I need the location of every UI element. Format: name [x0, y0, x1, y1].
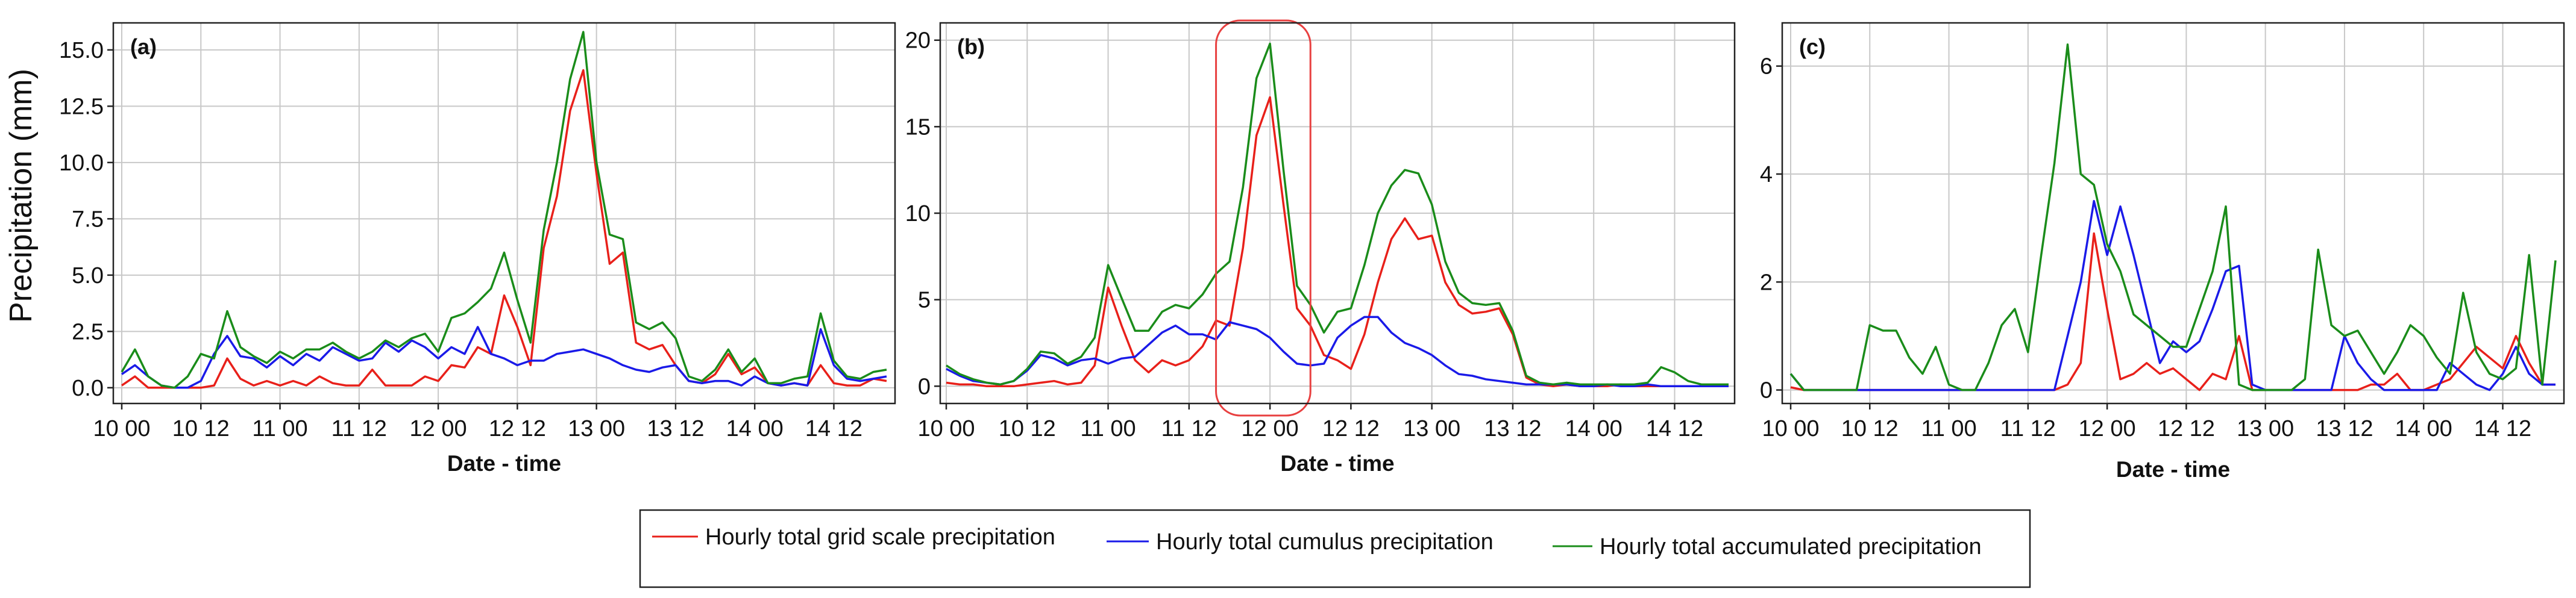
x-tick-label: 11 12 [331, 416, 387, 441]
y-axis-title: Precipitation (mm) [4, 69, 39, 323]
y-tick-label: 15.0 [59, 38, 104, 63]
axes-frame [1781, 22, 2565, 405]
axes-frame [939, 22, 1736, 405]
x-tick-label: 14 12 [805, 416, 862, 441]
x-tick-label: 14 00 [1565, 416, 1623, 441]
y-tick-label: 0 [1760, 378, 1773, 403]
x-tick-label: 13 12 [647, 416, 704, 441]
x-tick-label: 14 00 [726, 416, 784, 441]
x-tick-label: 11 00 [252, 416, 307, 441]
series-line-accumulated [946, 42, 1729, 386]
y-tick-label: 0 [918, 374, 931, 399]
series-line-accumulated [121, 31, 887, 389]
panel-a: 0.0 2.5 5.0 7.5 10.0 12.5 15.0 10 00 10 12 11 00 1… [59, 22, 896, 476]
x-tick-label: 10 00 [93, 416, 150, 441]
x-tick-label: 11 12 [2000, 416, 2056, 441]
y-tick-label: 0.0 [72, 376, 104, 401]
x-tick-label: 10 12 [999, 416, 1056, 441]
x-tick-label: 14 00 [2395, 416, 2452, 441]
x-tick-label: 13 00 [568, 416, 625, 441]
highlight-box [1215, 19, 1312, 417]
y-tick-label: 20 [905, 28, 931, 54]
x-tick-label: 12 00 [1242, 416, 1299, 441]
legend-frame [639, 509, 2031, 588]
x-tick-label: 11 12 [1161, 416, 1217, 441]
y-tick-label: 10.0 [59, 151, 104, 176]
axes-frame [112, 22, 896, 405]
y-tick-label: 6 [1760, 54, 1773, 79]
y-tick-label: 15 [905, 114, 931, 140]
legend-label-accumulated: Hourly total accumulated precipitation [1600, 534, 1982, 559]
y-tick-label: 2 [1760, 270, 1773, 295]
panel-b: 0 5 10 15 20 10 00 10 12 11 00 11 12 12 00 12 12 13… [905, 19, 1736, 476]
series-line-cumulus [946, 316, 1729, 388]
x-tick-label: 12 12 [489, 416, 546, 441]
series-line-grid-scale [1790, 232, 2556, 391]
x-tick-label: 13 00 [2237, 416, 2294, 441]
x-tick-label: 11 00 [1080, 416, 1136, 441]
series-line-grid-scale [946, 96, 1729, 388]
x-tick-label: 14 12 [2474, 416, 2531, 441]
x-tick-label: 13 00 [1403, 416, 1460, 441]
y-tick-label: 5 [918, 288, 931, 313]
x-tick-label: 10 00 [917, 416, 975, 441]
x-tick-label: 13 12 [2316, 416, 2373, 441]
x-tick-label: 12 12 [2158, 416, 2215, 441]
x-tick-label: 12 00 [410, 416, 467, 441]
y-tick-label: 4 [1760, 162, 1773, 187]
x-tick-label: 12 00 [2079, 416, 2136, 441]
panel-label: (b) [957, 34, 985, 59]
y-tick-label: 7.5 [72, 207, 104, 232]
y-tick-label: 5.0 [72, 263, 104, 288]
series-line-cumulus [121, 326, 887, 389]
x-tick-label: 12 12 [1322, 416, 1380, 441]
panel-label: (a) [130, 34, 157, 59]
x-tick-label: 10 00 [1762, 416, 1819, 441]
x-axis-title: Date - time [1280, 451, 1394, 476]
panel-label: (c) [1799, 34, 1826, 59]
legend: Hourly total grid scale precipitation Ho… [639, 509, 2031, 588]
x-tick-label: 10 12 [1841, 416, 1899, 441]
legend-label-grid-scale: Hourly total grid scale precipitation [705, 525, 1055, 550]
x-axis-title: Date - time [2116, 457, 2230, 482]
x-tick-label: 10 12 [172, 416, 230, 441]
x-tick-label: 11 00 [1921, 416, 1976, 441]
legend-label-cumulus: Hourly total cumulus precipitation [1156, 529, 1494, 555]
y-tick-label: 2.5 [72, 319, 104, 344]
x-axis-title: Date - time [447, 451, 561, 476]
y-tick-label: 10 [905, 201, 931, 226]
panel-c: 0 2 4 6 10 00 10 12 11 00 11 12 12 00 12 12 13 00 1… [1760, 22, 2565, 482]
series-line-accumulated [1789, 43, 2557, 391]
series-line-grid-scale [121, 69, 887, 389]
series-line-cumulus [1789, 200, 2556, 391]
x-tick-label: 14 12 [1646, 416, 1703, 441]
x-tick-label: 13 12 [1484, 416, 1541, 441]
y-tick-label: 12.5 [59, 94, 104, 119]
